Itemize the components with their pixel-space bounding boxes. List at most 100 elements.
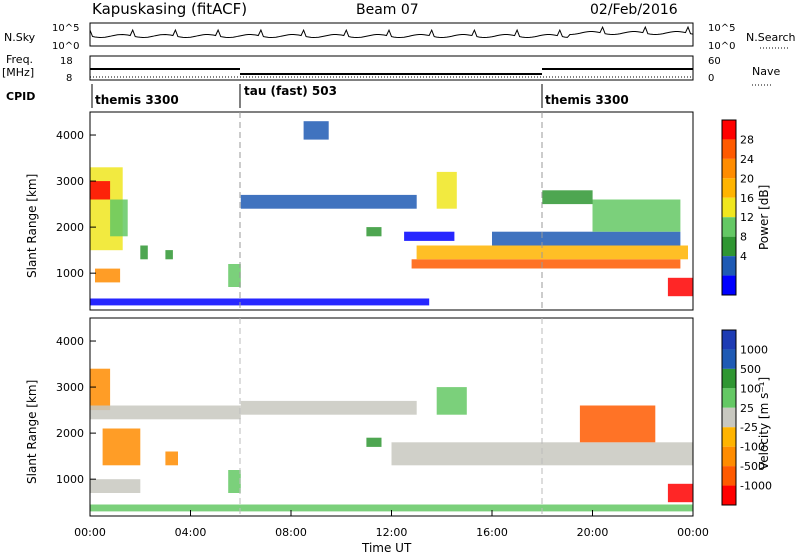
heatmap-cell <box>102 428 141 466</box>
y-tick-label: 4000 <box>56 129 84 142</box>
freq-panel: Freq. [MHz] 18 8 60 0 Nave <box>2 53 780 86</box>
x-tick-label: 04:00 <box>175 526 207 539</box>
colorbar-swatch <box>722 139 736 159</box>
heatmap-cell <box>492 231 681 246</box>
colorbar-swatch <box>722 349 736 369</box>
nsky-tick-bottom: 10^0 <box>52 41 79 52</box>
heatmap-cell <box>240 400 417 415</box>
colorbar-swatch <box>722 427 736 447</box>
velocity-ylabel: Slant Range [km] <box>25 380 39 484</box>
colorbar-swatch <box>722 158 736 179</box>
colorbar-tick-label: 28 <box>740 133 754 146</box>
colorbar-tick-label: 100 <box>740 382 761 395</box>
y-tick-label: 1000 <box>56 267 84 280</box>
colorbar-swatch <box>722 388 736 408</box>
heatmap-cell <box>90 181 111 200</box>
station-title: Kapuskasing (fitACF) <box>92 0 247 18</box>
velocity-colorbar-label: Velocity [m s⁻¹] <box>757 377 771 470</box>
colorbar-swatch <box>722 330 736 350</box>
colorbar-tick-label: -25 <box>740 421 758 434</box>
colorbar-tick-label: 8 <box>740 231 747 244</box>
velocity-colorbar: 1000 500 100 25 -25 -100 -500 -1000 <box>721 329 772 506</box>
colorbar-swatch <box>722 485 736 505</box>
colorbar-swatch <box>722 466 736 486</box>
heatmap-cell <box>366 227 382 237</box>
colorbar-tick-label: 12 <box>740 211 754 224</box>
cpid-seg-2: tau (fast) 503 <box>244 84 337 98</box>
colorbar-tick-label: 500 <box>740 363 761 376</box>
nave-tick-top: 60 <box>708 56 721 67</box>
colorbar-frame <box>721 119 737 296</box>
heatmap-cell <box>90 405 241 420</box>
colorbar-tick-label: 24 <box>740 153 754 166</box>
velocity-yticks: 4000 3000 2000 1000 <box>56 335 96 486</box>
colorbar-swatch <box>722 256 736 276</box>
colorbar-tick-label: -1000 <box>740 480 772 493</box>
freq-label: Freq. <box>6 53 33 66</box>
colorbar-swatch <box>722 368 736 389</box>
heatmap-cell <box>90 298 430 306</box>
x-tick-label: 16:00 <box>476 526 508 539</box>
x-tick-label: 08:00 <box>275 526 307 539</box>
colorbar-frame <box>721 329 737 506</box>
heatmap-cell <box>140 245 148 260</box>
x-tick-label: 00:00 <box>677 526 709 539</box>
heatmap-cell <box>165 451 178 466</box>
colorbar-swatch <box>722 120 736 140</box>
velocity-panel: 4000 3000 2000 1000 Slant Range [km] <box>25 317 694 517</box>
colorbar-swatch <box>722 178 736 198</box>
heatmap-cell <box>411 259 681 269</box>
heatmap-cell <box>165 250 173 260</box>
colorbar-tick-label: 20 <box>740 172 754 185</box>
cpid-row: CPID themis 3300 tau (fast) 503 themis 3… <box>6 84 629 108</box>
cpid-seg-3: themis 3300 <box>545 93 629 107</box>
y-tick-label: 3000 <box>56 381 84 394</box>
colorbar-swatch <box>722 197 736 218</box>
heatmap-cell <box>436 387 467 415</box>
colorbar-swatch <box>722 217 736 237</box>
heatmap-cell <box>110 199 128 237</box>
colorbar-tick-label: 25 <box>740 402 754 415</box>
freq-tick-bottom: 8 <box>66 73 72 84</box>
heatmap-cell <box>228 264 241 287</box>
power-heatmap <box>90 121 693 306</box>
freq-tick-top: 18 <box>60 56 73 67</box>
heatmap-cell <box>416 245 688 260</box>
y-tick-label: 3000 <box>56 175 84 188</box>
colorbar-tick-label: -500 <box>740 460 765 473</box>
x-tick-label: 12:00 <box>376 526 408 539</box>
y-tick-label: 2000 <box>56 427 84 440</box>
time-axis-label: Time UT <box>361 541 412 554</box>
nsky-tick-top: 10^5 <box>52 23 79 34</box>
cpid-seg-1: themis 3300 <box>95 93 179 107</box>
heatmap-cell <box>592 199 681 232</box>
colorbar-swatch <box>722 407 736 428</box>
colorbar-tick-label: 16 <box>740 192 754 205</box>
freq-unit: [MHz] <box>2 66 34 79</box>
velocity-heatmap <box>90 368 693 512</box>
nsearch-label: N.Search <box>746 31 796 44</box>
colorbar-swatch <box>722 236 736 257</box>
nave-tick-bottom: 0 <box>708 73 714 84</box>
power-colorbar-label: Power [dB] <box>757 185 771 250</box>
heatmap-cell <box>240 194 417 209</box>
nsearch-tick-bottom: 10^0 <box>708 41 735 52</box>
heatmap-cell <box>303 121 329 140</box>
nave-label: Nave <box>752 65 780 78</box>
colorbar-tick-label: 1000 <box>740 343 768 356</box>
colorbar-tick-label: -100 <box>740 441 765 454</box>
colorbar-tick-label: 4 <box>740 250 747 263</box>
heatmap-cell <box>228 470 241 493</box>
heatmap-cell <box>542 190 593 205</box>
heatmap-cell <box>90 479 141 493</box>
time-axis: 00:00 04:00 08:00 12:00 16:00 20:00 00:00 <box>74 510 709 539</box>
heatmap-cell <box>436 171 457 209</box>
heatmap-cell <box>90 368 111 411</box>
power-colorbar: 28 24 20 16 12 8 4 <box>721 119 754 296</box>
heatmap-cell <box>404 231 455 241</box>
heatmap-cell <box>667 483 693 503</box>
cpid-label: CPID <box>6 90 35 103</box>
power-yticks: 4000 3000 2000 1000 <box>56 129 96 280</box>
heatmap-cell <box>90 504 693 512</box>
